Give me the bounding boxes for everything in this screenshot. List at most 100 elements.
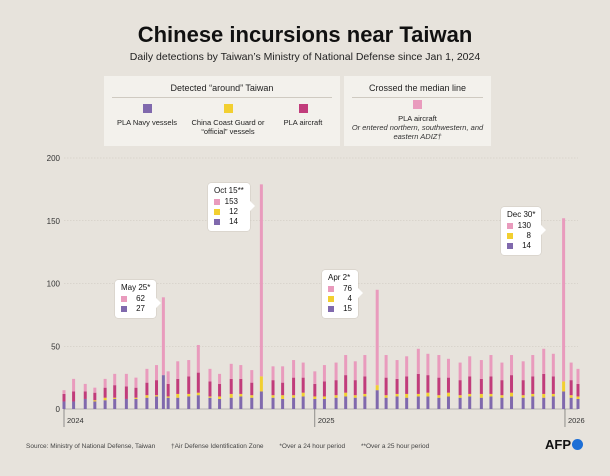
bar-segment-navy (363, 396, 367, 409)
callout-value: 14 (229, 217, 238, 226)
bar-segment-navy (313, 398, 317, 409)
bar-segment-navy (551, 396, 555, 409)
bar-segment-aircraft (271, 380, 275, 396)
y-tick-label: 50 (51, 342, 60, 351)
bar-segment-crossed (155, 365, 159, 381)
bar-segment-aircraft (250, 382, 254, 396)
callout-value: 15 (343, 304, 352, 313)
callout-swatch (507, 233, 513, 239)
bar-segment-coast-guard (166, 396, 170, 398)
bar-segment-crossed (239, 365, 243, 379)
bar-segment-aircraft (218, 383, 222, 397)
bar-segment-coast-guard (229, 393, 233, 398)
callout-row: 8 (507, 231, 535, 241)
callout-apr-2: Apr 2* 76 4 15 (322, 270, 363, 318)
afp-logo: AFP (545, 437, 583, 452)
callout-may-25: May 25* 62 27 (115, 280, 162, 318)
bar-segment-crossed (113, 373, 117, 386)
bar-segment-crossed (426, 353, 430, 376)
bar-segment-navy (468, 396, 472, 409)
bar-segment-navy (62, 401, 66, 409)
bar-segment-crossed (489, 355, 493, 377)
afp-logo-dot (572, 439, 583, 450)
callout-value: 76 (343, 284, 352, 293)
bar-segment-crossed (446, 358, 450, 378)
bar-segment-coast-guard (322, 396, 326, 399)
chart-subtitle: Daily detections by Taiwan’s Ministry of… (129, 51, 481, 63)
bar-segment-crossed (93, 387, 97, 393)
bar-segment-crossed (145, 368, 149, 383)
navy-swatch (142, 104, 152, 113)
bar-segment-aircraft (313, 383, 317, 397)
bar-segment-coast-guard (531, 393, 535, 397)
bar-segment-aircraft (542, 373, 546, 394)
bar-segment-crossed (292, 360, 296, 378)
y-tick-label: 100 (47, 280, 61, 289)
bar-segment-aircraft (416, 373, 420, 394)
bar-segment-navy (72, 401, 76, 409)
x-tick-label: 2026 (568, 416, 585, 425)
bar-segment-crossed (103, 378, 107, 388)
bar-segment-coast-guard (259, 376, 263, 392)
bar-segment-coast-guard (145, 395, 149, 398)
bar-segment-crossed (363, 355, 367, 377)
bar-segment-coast-guard (155, 395, 159, 397)
bar-segment-navy (531, 396, 535, 409)
legend-around: Detected “around” Taiwan PLA Navy vessel… (104, 76, 340, 146)
bar-segment-aircraft (384, 377, 388, 396)
bar-segment-aircraft (103, 387, 107, 398)
callout-row: 15 (328, 304, 352, 314)
bar-segment-aircraft (437, 377, 441, 396)
bar-segment-coast-guard (218, 396, 222, 399)
legend-around-header: Detected “around” Taiwan (170, 83, 274, 93)
bar-segment-aircraft (510, 375, 514, 393)
bar-segment-aircraft (187, 376, 191, 394)
bar-segment-crossed (208, 368, 212, 382)
bar-segment-crossed (72, 378, 76, 392)
bar-segment-navy (500, 397, 504, 409)
bar-segment-crossed (576, 368, 580, 384)
callout-dec-30: Dec 30* 130 8 14 (501, 207, 548, 255)
bar-segment-navy (259, 391, 263, 409)
bar-segment-aircraft (72, 391, 76, 402)
source-note: Source: Ministry of National Defense, Ta… (26, 443, 156, 450)
bar-segment-coast-guard (196, 392, 200, 396)
bar-segment-navy (395, 396, 399, 409)
bar-segment-coast-guard (489, 393, 493, 397)
bar-segment-aircraft (479, 378, 483, 394)
callout-row: 76 (328, 284, 352, 294)
x-tick-label: 2024 (67, 416, 84, 425)
bar-segment-navy (155, 396, 159, 409)
bar-segment-crossed (416, 348, 420, 374)
bar-segment-coast-guard (301, 392, 305, 397)
bar-segment-navy (375, 390, 379, 409)
note-25h: **Over a 25 hour period (360, 443, 430, 450)
callout-oct-15: Oct 15** 153 12 14 (208, 183, 255, 231)
callout-row: 14 (214, 217, 244, 227)
legend-item-aircraft: PLA aircraft (272, 104, 334, 127)
bar-segment-navy (134, 398, 138, 409)
callout-row: 14 (507, 241, 535, 251)
bar-segment-navy (83, 398, 87, 409)
bar-segment-aircraft (353, 380, 357, 396)
legend-crossed-note: Or entered northern, southwestern, and e… (351, 123, 484, 141)
note-24h: *Over a 24 hour period (279, 443, 346, 450)
bar-segment-aircraft (363, 376, 367, 394)
callout-swatch (328, 306, 334, 312)
legend-item-navy: PLA Navy vessels (108, 104, 186, 127)
bar-segment-coast-guard (569, 395, 573, 398)
bar-segment-navy (113, 398, 117, 409)
bar-segment-aircraft (229, 378, 233, 394)
bar-segment-aircraft (145, 382, 149, 396)
bar-segment-crossed (124, 373, 128, 387)
bar-segment-crossed (83, 383, 87, 392)
bar-segment-coast-guard (458, 395, 462, 398)
coast-guard-swatch (223, 104, 233, 113)
bar-segment-aircraft (551, 376, 555, 394)
bar-segment-navy (292, 397, 296, 409)
chart-title: Chinese incursions near Taiwan (137, 22, 473, 47)
bar-segment-crossed (521, 361, 525, 381)
bar-segment-coast-guard (576, 396, 580, 399)
bar-segment-coast-guard (363, 393, 367, 397)
bar-segment-crossed (458, 362, 462, 381)
